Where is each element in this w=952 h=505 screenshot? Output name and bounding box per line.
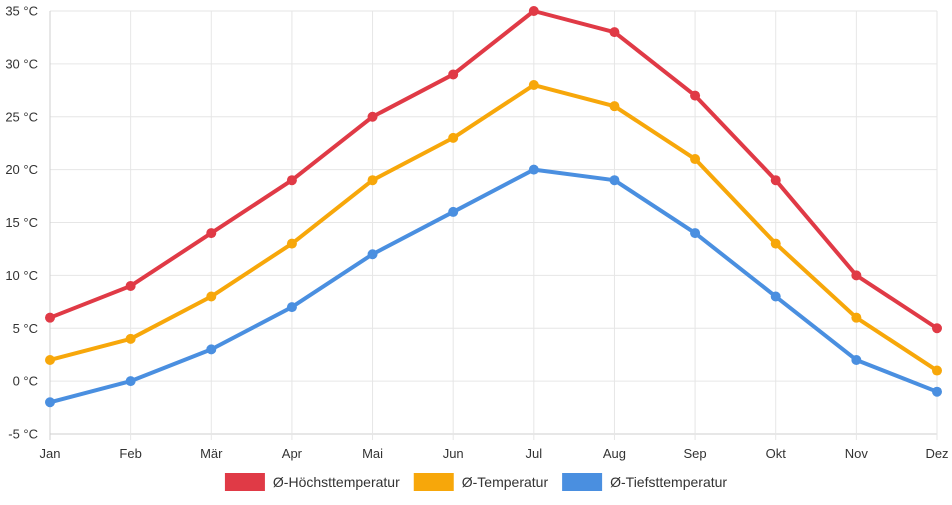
y-tick-label: 20 °C: [5, 162, 38, 177]
y-tick-label: -5 °C: [8, 427, 38, 442]
data-point[interactable]: [851, 354, 862, 365]
data-point[interactable]: [45, 312, 55, 323]
x-tick-label: Apr: [282, 446, 303, 461]
data-point[interactable]: [528, 6, 539, 16]
x-tick-label: Okt: [766, 446, 787, 461]
data-point[interactable]: [932, 323, 942, 334]
data-point[interactable]: [770, 291, 781, 302]
data-point[interactable]: [851, 270, 862, 281]
grid-layer: [49, 10, 938, 440]
data-point[interactable]: [690, 228, 701, 239]
x-tick-label: Mai: [362, 446, 383, 461]
y-tick-label: 25 °C: [5, 109, 38, 124]
data-point[interactable]: [932, 386, 942, 397]
legend-label: Ø-Temperatur: [462, 474, 549, 490]
y-tick-label: 5 °C: [13, 321, 38, 336]
series-group: [45, 80, 942, 376]
data-point[interactable]: [206, 291, 217, 302]
data-point[interactable]: [448, 206, 459, 217]
legend-label: Ø-Höchsttemperatur: [273, 474, 400, 490]
legend-swatch: [224, 473, 265, 491]
data-point[interactable]: [448, 132, 459, 143]
y-tick-label: 10 °C: [5, 268, 38, 283]
data-point[interactable]: [609, 175, 620, 186]
data-point[interactable]: [367, 111, 378, 122]
legend-item[interactable]: Ø-Temperatur: [413, 473, 549, 491]
y-tick-label: 15 °C: [5, 215, 38, 230]
x-tick-label: Nov: [845, 446, 869, 461]
series-group: [45, 6, 942, 334]
data-point[interactable]: [286, 302, 297, 313]
data-point[interactable]: [367, 249, 378, 260]
x-axis-ticks: Jan Feb Mär Apr Mai Jun Jul Aug Sep Okt Nov Dez: [40, 446, 949, 461]
data-point[interactable]: [770, 238, 781, 249]
data-point[interactable]: [367, 175, 378, 186]
data-point[interactable]: [851, 312, 862, 323]
series-line: [48, 9, 939, 331]
data-point[interactable]: [448, 69, 459, 80]
data-point[interactable]: [125, 280, 136, 291]
data-point[interactable]: [609, 27, 620, 38]
data-point[interactable]: [206, 228, 217, 239]
data-point[interactable]: [528, 80, 539, 91]
y-tick-label: 30 °C: [5, 56, 38, 71]
x-tick-label: Jan: [40, 446, 61, 461]
legend: Ø-Höchsttemperatur Ø-Temperatur Ø-Tiefstte…: [224, 473, 727, 491]
data-point[interactable]: [125, 376, 136, 387]
x-tick-label: Dez: [925, 446, 948, 461]
data-point[interactable]: [932, 365, 942, 376]
x-tick-label: Aug: [603, 446, 626, 461]
data-point[interactable]: [609, 101, 620, 112]
x-tick-label: Mär: [200, 446, 223, 461]
series-layer: [45, 6, 942, 408]
series-line: [48, 83, 939, 373]
legend-swatch: [562, 473, 603, 491]
data-point[interactable]: [45, 397, 55, 408]
x-tick-label: Jul: [526, 446, 543, 461]
data-point[interactable]: [528, 164, 539, 175]
data-point[interactable]: [770, 175, 781, 186]
y-axis-ticks: -5 °C 0 °C 5 °C 10 °C 15 °C 20 °C 25 °C 30 °C 35…: [5, 4, 38, 442]
legend-swatch: [413, 473, 454, 491]
data-point[interactable]: [45, 354, 55, 365]
legend-item[interactable]: Ø-Tiefsttemperatur: [562, 473, 727, 491]
data-point[interactable]: [286, 238, 297, 249]
x-tick-label: Sep: [684, 446, 707, 461]
legend-item[interactable]: Ø-Höchsttemperatur: [224, 473, 400, 491]
data-point[interactable]: [690, 154, 701, 165]
y-tick-label: 0 °C: [13, 374, 38, 389]
data-point[interactable]: [125, 333, 136, 344]
y-tick-label: 35 °C: [5, 4, 38, 19]
data-point[interactable]: [286, 175, 297, 186]
legend-label: Ø-Tiefsttemperatur: [610, 474, 727, 490]
data-point[interactable]: [690, 90, 701, 101]
x-tick-label: Jun: [443, 446, 464, 461]
series-line: [48, 167, 939, 405]
data-point[interactable]: [206, 344, 217, 355]
series-group: [45, 164, 942, 408]
x-tick-label: Feb: [119, 446, 141, 461]
